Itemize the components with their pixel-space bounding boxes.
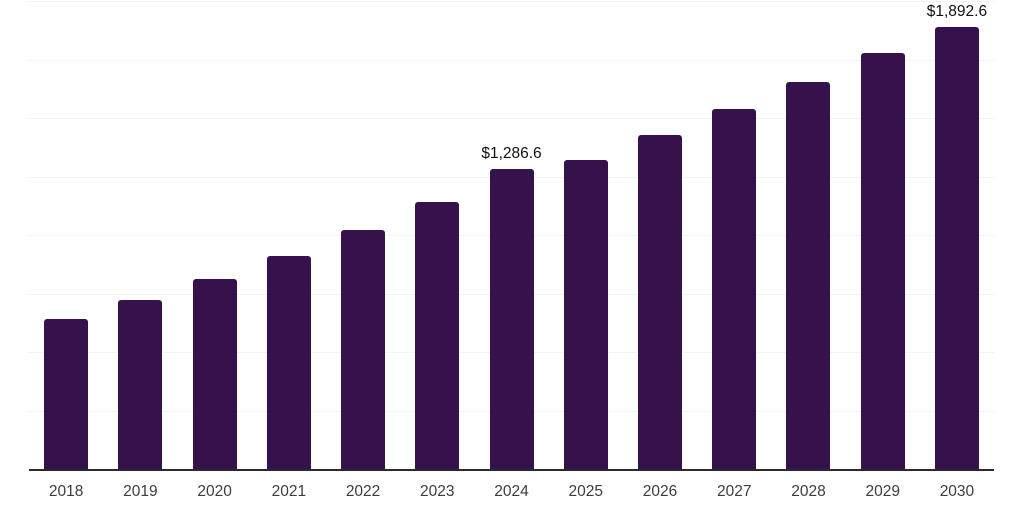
bar-slot-2029: [846, 0, 920, 470]
bar-2018[interactable]: [44, 319, 89, 470]
bar-slot-2027: [697, 0, 771, 470]
bar-slot-2023: [400, 0, 474, 470]
bars-row: $1,286.6 $1,892.6: [29, 0, 994, 470]
gridline-1500: [29, 118, 994, 119]
bar-2027[interactable]: [712, 108, 757, 470]
bar-2028[interactable]: [786, 82, 831, 470]
bar-value-label-2030: $1,892.6: [926, 3, 988, 21]
bar-slot-2018: [29, 0, 103, 470]
x-tick-label-2027: 2027: [716, 483, 752, 500]
bar-2020[interactable]: [192, 279, 237, 470]
bar-slot-2020: [177, 0, 251, 470]
bar-slot-2030: $1,892.6: [920, 0, 994, 470]
x-tick-label-2026: 2026: [642, 483, 678, 500]
x-tick-label-2021: 2021: [271, 483, 307, 500]
bar-2019[interactable]: [118, 300, 163, 470]
bar-slot-2019: [103, 0, 177, 470]
bar-2029[interactable]: [860, 53, 905, 470]
bar-slot-2024: $1,286.6: [474, 0, 548, 470]
x-axis-line: [29, 469, 994, 471]
bar-2025[interactable]: [563, 160, 608, 470]
x-tick-label-2024: 2024: [494, 483, 529, 500]
x-tick-label-2030: 2030: [939, 483, 975, 500]
bar-2021[interactable]: [266, 255, 311, 470]
bar-2026[interactable]: [637, 134, 682, 470]
x-tick-label-2025: 2025: [568, 483, 603, 500]
plot-area: $1,286.6 $1,892.6: [29, 0, 994, 471]
x-tick-label-2028: 2028: [791, 483, 826, 500]
x-tick-label-2022: 2022: [345, 483, 381, 500]
bar-slot-2028: [771, 0, 845, 470]
bar-slot-2021: [252, 0, 326, 470]
x-axis-labels: 2018 2019 2020 2021 2022 2023 2024 2025 2026 2027…: [29, 483, 994, 501]
x-tick-label-2018: 2018: [48, 483, 84, 500]
x-tick-label-2020: 2020: [197, 483, 232, 500]
bar-2022[interactable]: [341, 229, 386, 470]
bar-2030[interactable]: [934, 27, 979, 470]
bar-slot-2025: [549, 0, 623, 470]
x-tick-label-2029: 2029: [865, 483, 900, 500]
bar-2024[interactable]: [489, 168, 534, 470]
bar-value-label-2024: $1,286.6: [481, 144, 542, 162]
x-tick-label-2019: 2019: [123, 483, 158, 500]
bar-slot-2026: [623, 0, 697, 470]
x-tick-label-2023: 2023: [420, 483, 455, 500]
gridline-1750: [29, 59, 994, 61]
bar-slot-2022: [326, 0, 400, 470]
bar-2023[interactable]: [415, 202, 460, 470]
gridline-2000: [29, 1, 994, 2]
